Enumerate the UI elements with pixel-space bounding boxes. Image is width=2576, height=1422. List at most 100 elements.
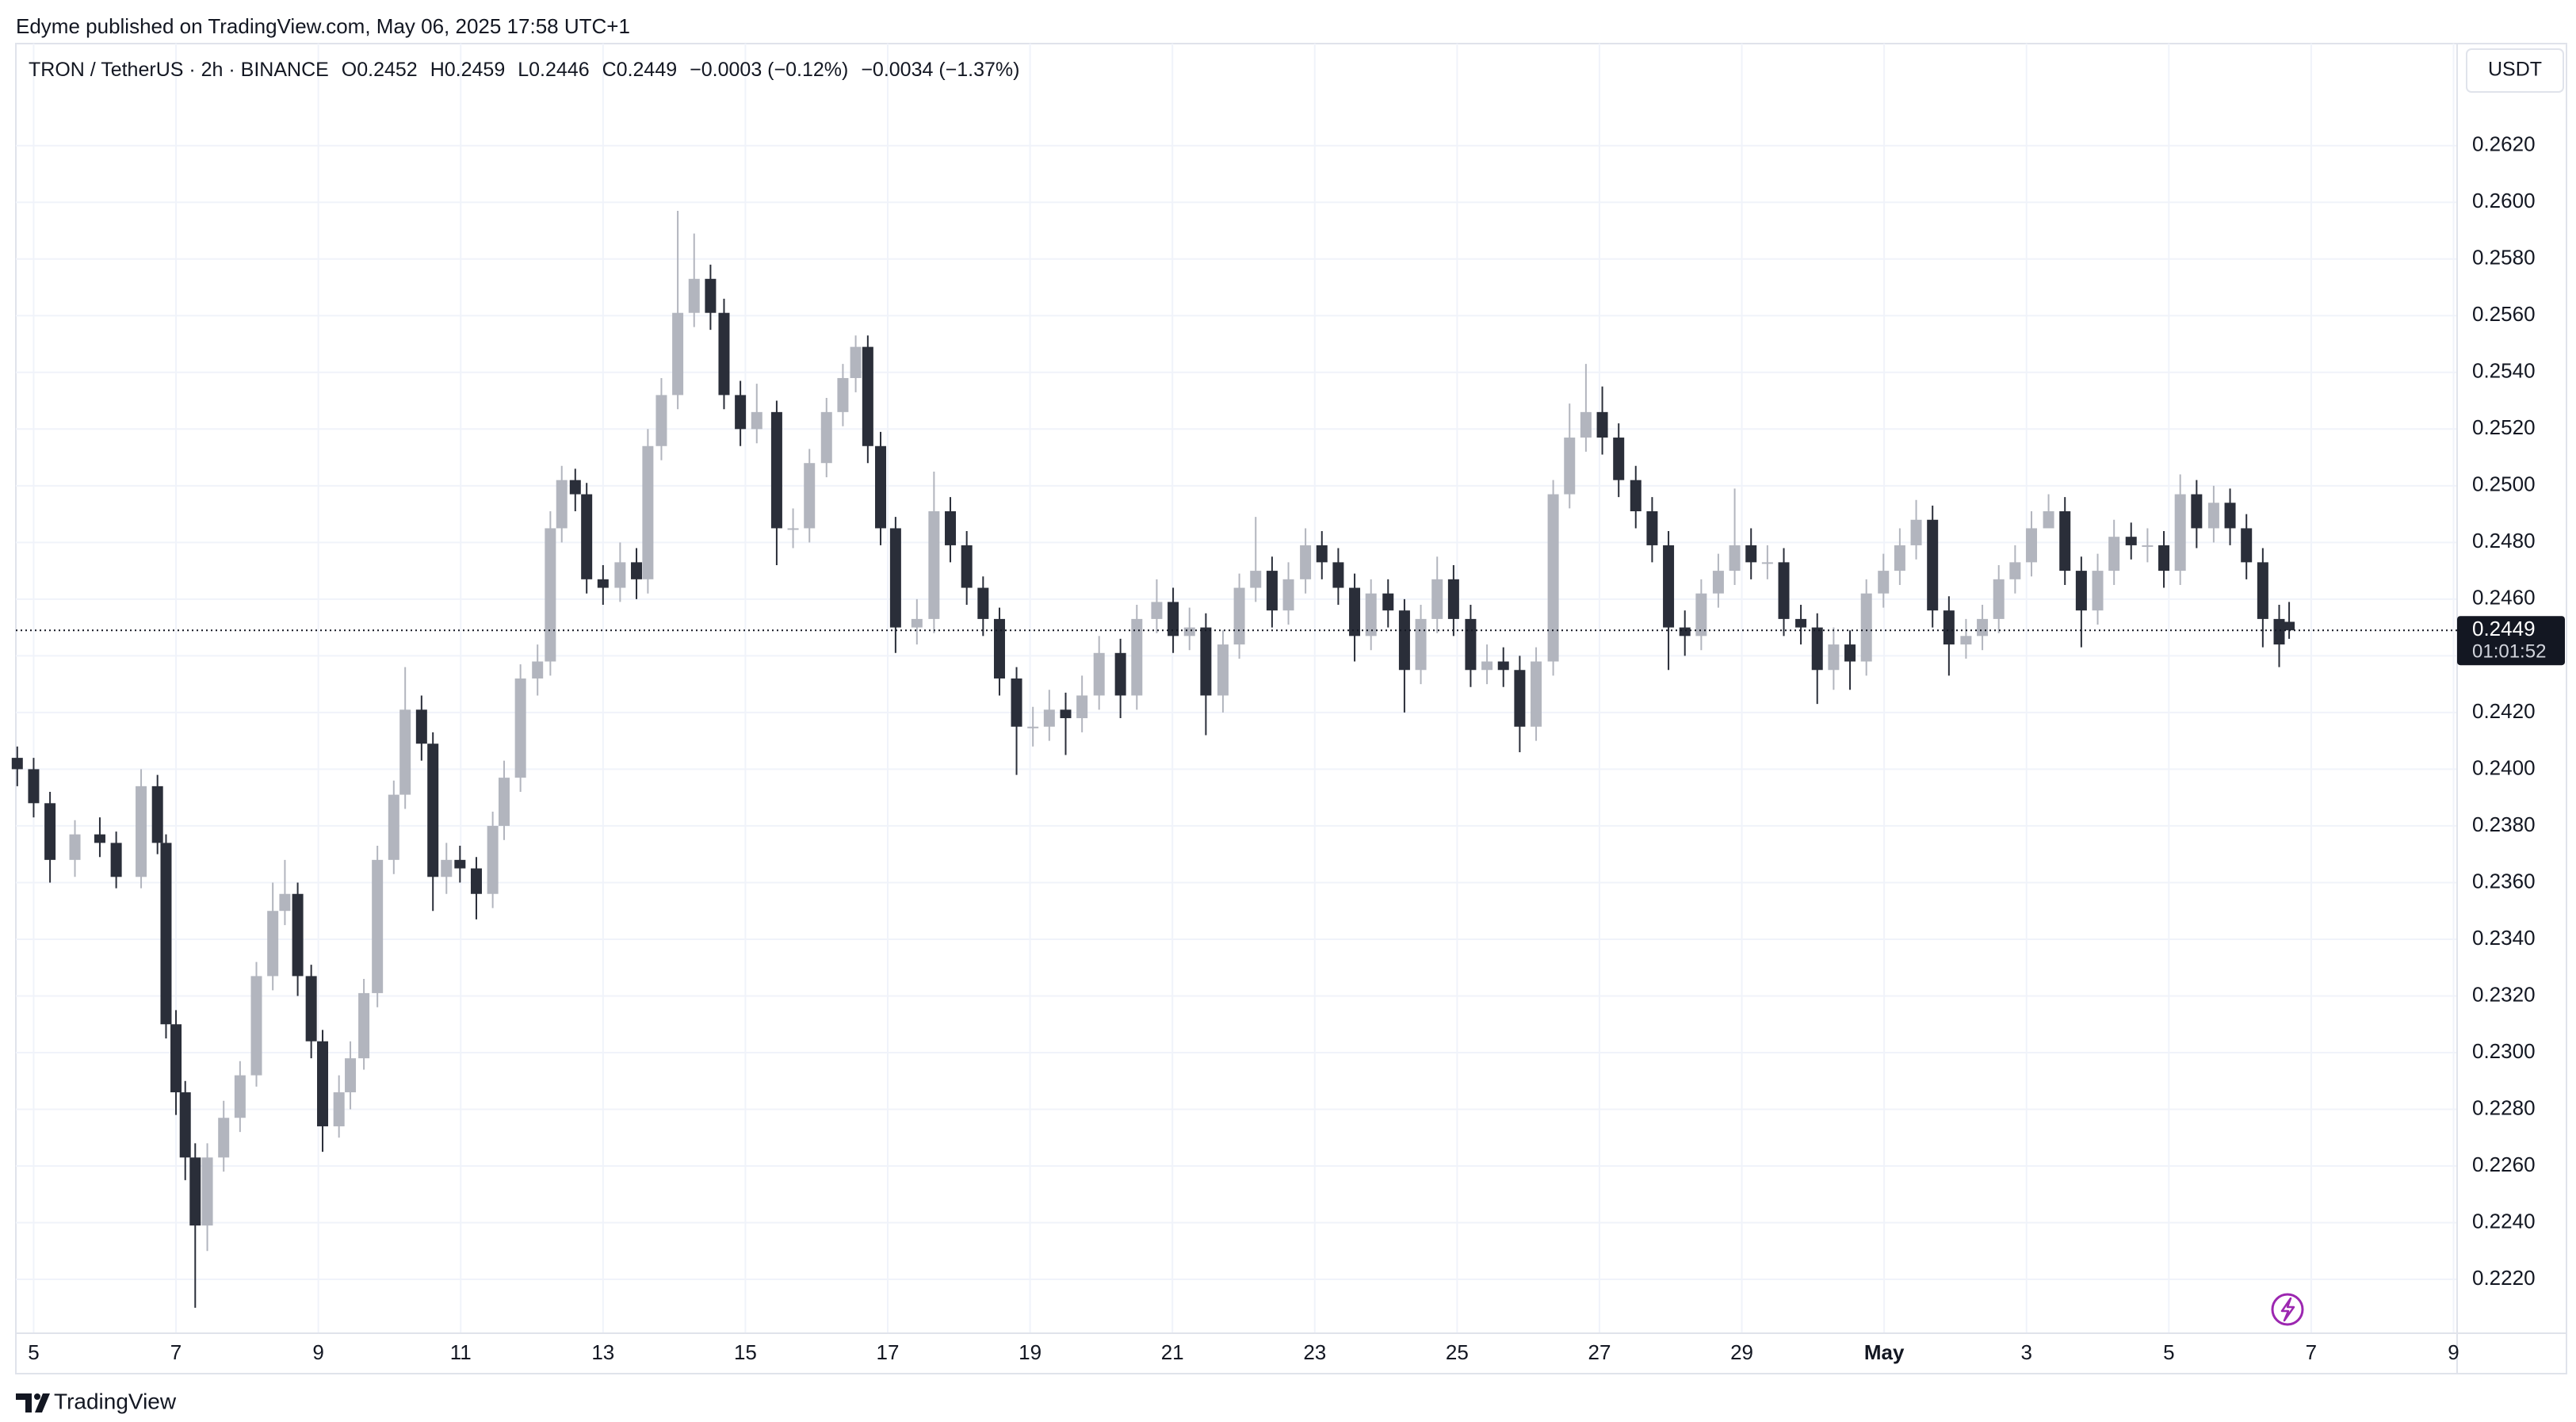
candle-body	[454, 859, 466, 869]
candle-body	[1960, 636, 1972, 645]
y-tick-label: 0.2320	[2472, 982, 2536, 1006]
alert-icon[interactable]	[2271, 1293, 2304, 1326]
candle-body	[1060, 709, 1072, 719]
currency-button[interactable]	[2466, 48, 2564, 93]
candle-body	[358, 992, 370, 1059]
candle-body	[2257, 562, 2268, 619]
y-tick-label: 0.2380	[2472, 812, 2536, 836]
candle-body	[1382, 593, 1394, 611]
candle-body	[94, 834, 105, 843]
y-tick-label: 0.2280	[2472, 1095, 2536, 1119]
countdown-label: 01:01:52	[2472, 641, 2546, 663]
candle-body	[2108, 537, 2120, 571]
y-tick-label: 0.2260	[2472, 1153, 2536, 1176]
candle-body	[672, 312, 684, 396]
candle-body	[2026, 528, 2038, 563]
candle-body	[1447, 579, 1459, 619]
candle-body	[1663, 545, 1675, 628]
currency[interactable]: USDT	[2488, 59, 2542, 81]
x-tick-label: 9	[2448, 1340, 2459, 1364]
candle-body	[1027, 726, 1039, 728]
candle-body	[787, 528, 799, 530]
y-tick-label: 0.2300	[2472, 1039, 2536, 1063]
candle-body	[2092, 571, 2104, 611]
y-tick-label: 0.2520	[2472, 415, 2536, 439]
grid	[16, 44, 2457, 1333]
candle-body	[1233, 587, 1245, 645]
candle-body	[1679, 627, 1691, 636]
candle-body	[688, 278, 700, 313]
candle-body	[1630, 480, 1642, 512]
candle-body	[1729, 545, 1741, 571]
candle-body	[911, 618, 923, 628]
candle-body	[2142, 545, 2154, 547]
x-tick-label: 21	[1161, 1340, 1184, 1364]
candle-body	[2207, 503, 2219, 529]
candle-body	[1349, 587, 1361, 636]
candle-body	[44, 803, 56, 860]
candle-body	[1183, 627, 1195, 636]
candle-body	[160, 843, 172, 1025]
candle-body	[487, 825, 499, 894]
candle-body	[1431, 579, 1443, 619]
candle-body	[945, 511, 957, 545]
candle-body	[1695, 593, 1707, 636]
candle-body	[399, 709, 411, 795]
candle-body	[11, 758, 23, 770]
x-tick-label: 9	[312, 1340, 323, 1364]
candle-body	[1168, 602, 1179, 636]
candle-body	[292, 893, 304, 977]
logo-dot	[34, 1393, 40, 1400]
candle-body	[837, 377, 849, 412]
candle-body	[597, 579, 609, 588]
candle-body	[1860, 593, 1872, 662]
candle-body	[1910, 519, 1922, 545]
candle-body	[631, 562, 643, 579]
x-tick-label: 7	[2306, 1340, 2317, 1364]
x-tick-label: 23	[1303, 1340, 1326, 1364]
candle-body	[1316, 545, 1328, 563]
candle-body	[889, 528, 901, 628]
y-tick-label: 0.2460	[2472, 586, 2536, 610]
candle-body	[581, 494, 593, 579]
candle-body	[1531, 661, 1542, 727]
candle-body	[1712, 571, 1724, 594]
candle-body	[1114, 652, 1126, 696]
candle-body	[1993, 579, 2005, 619]
candle-body	[1894, 545, 1905, 571]
y-tick-label: 0.2500	[2472, 472, 2536, 496]
candle-body	[2009, 562, 2021, 579]
candle-body	[110, 843, 122, 877]
y-tick-label: 0.2480	[2472, 529, 2536, 552]
candle-body	[1415, 618, 1427, 671]
last-price-label: 0.2449	[2472, 617, 2536, 640]
candle-body	[862, 346, 873, 446]
candle-body	[388, 794, 399, 860]
candle-body	[1778, 562, 1790, 619]
candle-body	[1217, 644, 1229, 696]
candle-body	[1761, 562, 1773, 564]
alert-bolt[interactable]	[2280, 1297, 2295, 1322]
ohlc-high: H0.2459	[430, 59, 506, 81]
candles	[11, 210, 2295, 1308]
candle-body	[1497, 661, 1509, 671]
ohlc-low: L0.2446	[518, 59, 589, 81]
symbol: TRON / TetherUS · 2h · BINANCE	[29, 59, 329, 81]
candle-body	[415, 709, 427, 744]
candle-body	[1076, 695, 1088, 719]
candle-body	[151, 786, 163, 843]
candle-body	[372, 859, 384, 993]
candle-body	[1646, 511, 1658, 545]
y-tick-label: 0.2400	[2472, 755, 2536, 779]
candle-body	[1596, 411, 1608, 438]
candle-body	[1564, 438, 1576, 495]
change-2: −0.0034 (−1.37%)	[861, 59, 1019, 81]
candle-body	[250, 976, 262, 1076]
candle-body	[1043, 709, 1055, 727]
candle-body	[545, 528, 556, 662]
footer-logo: TradingView	[16, 1389, 177, 1413]
alert-circle[interactable]	[2271, 1293, 2304, 1326]
candle-body	[218, 1118, 230, 1158]
